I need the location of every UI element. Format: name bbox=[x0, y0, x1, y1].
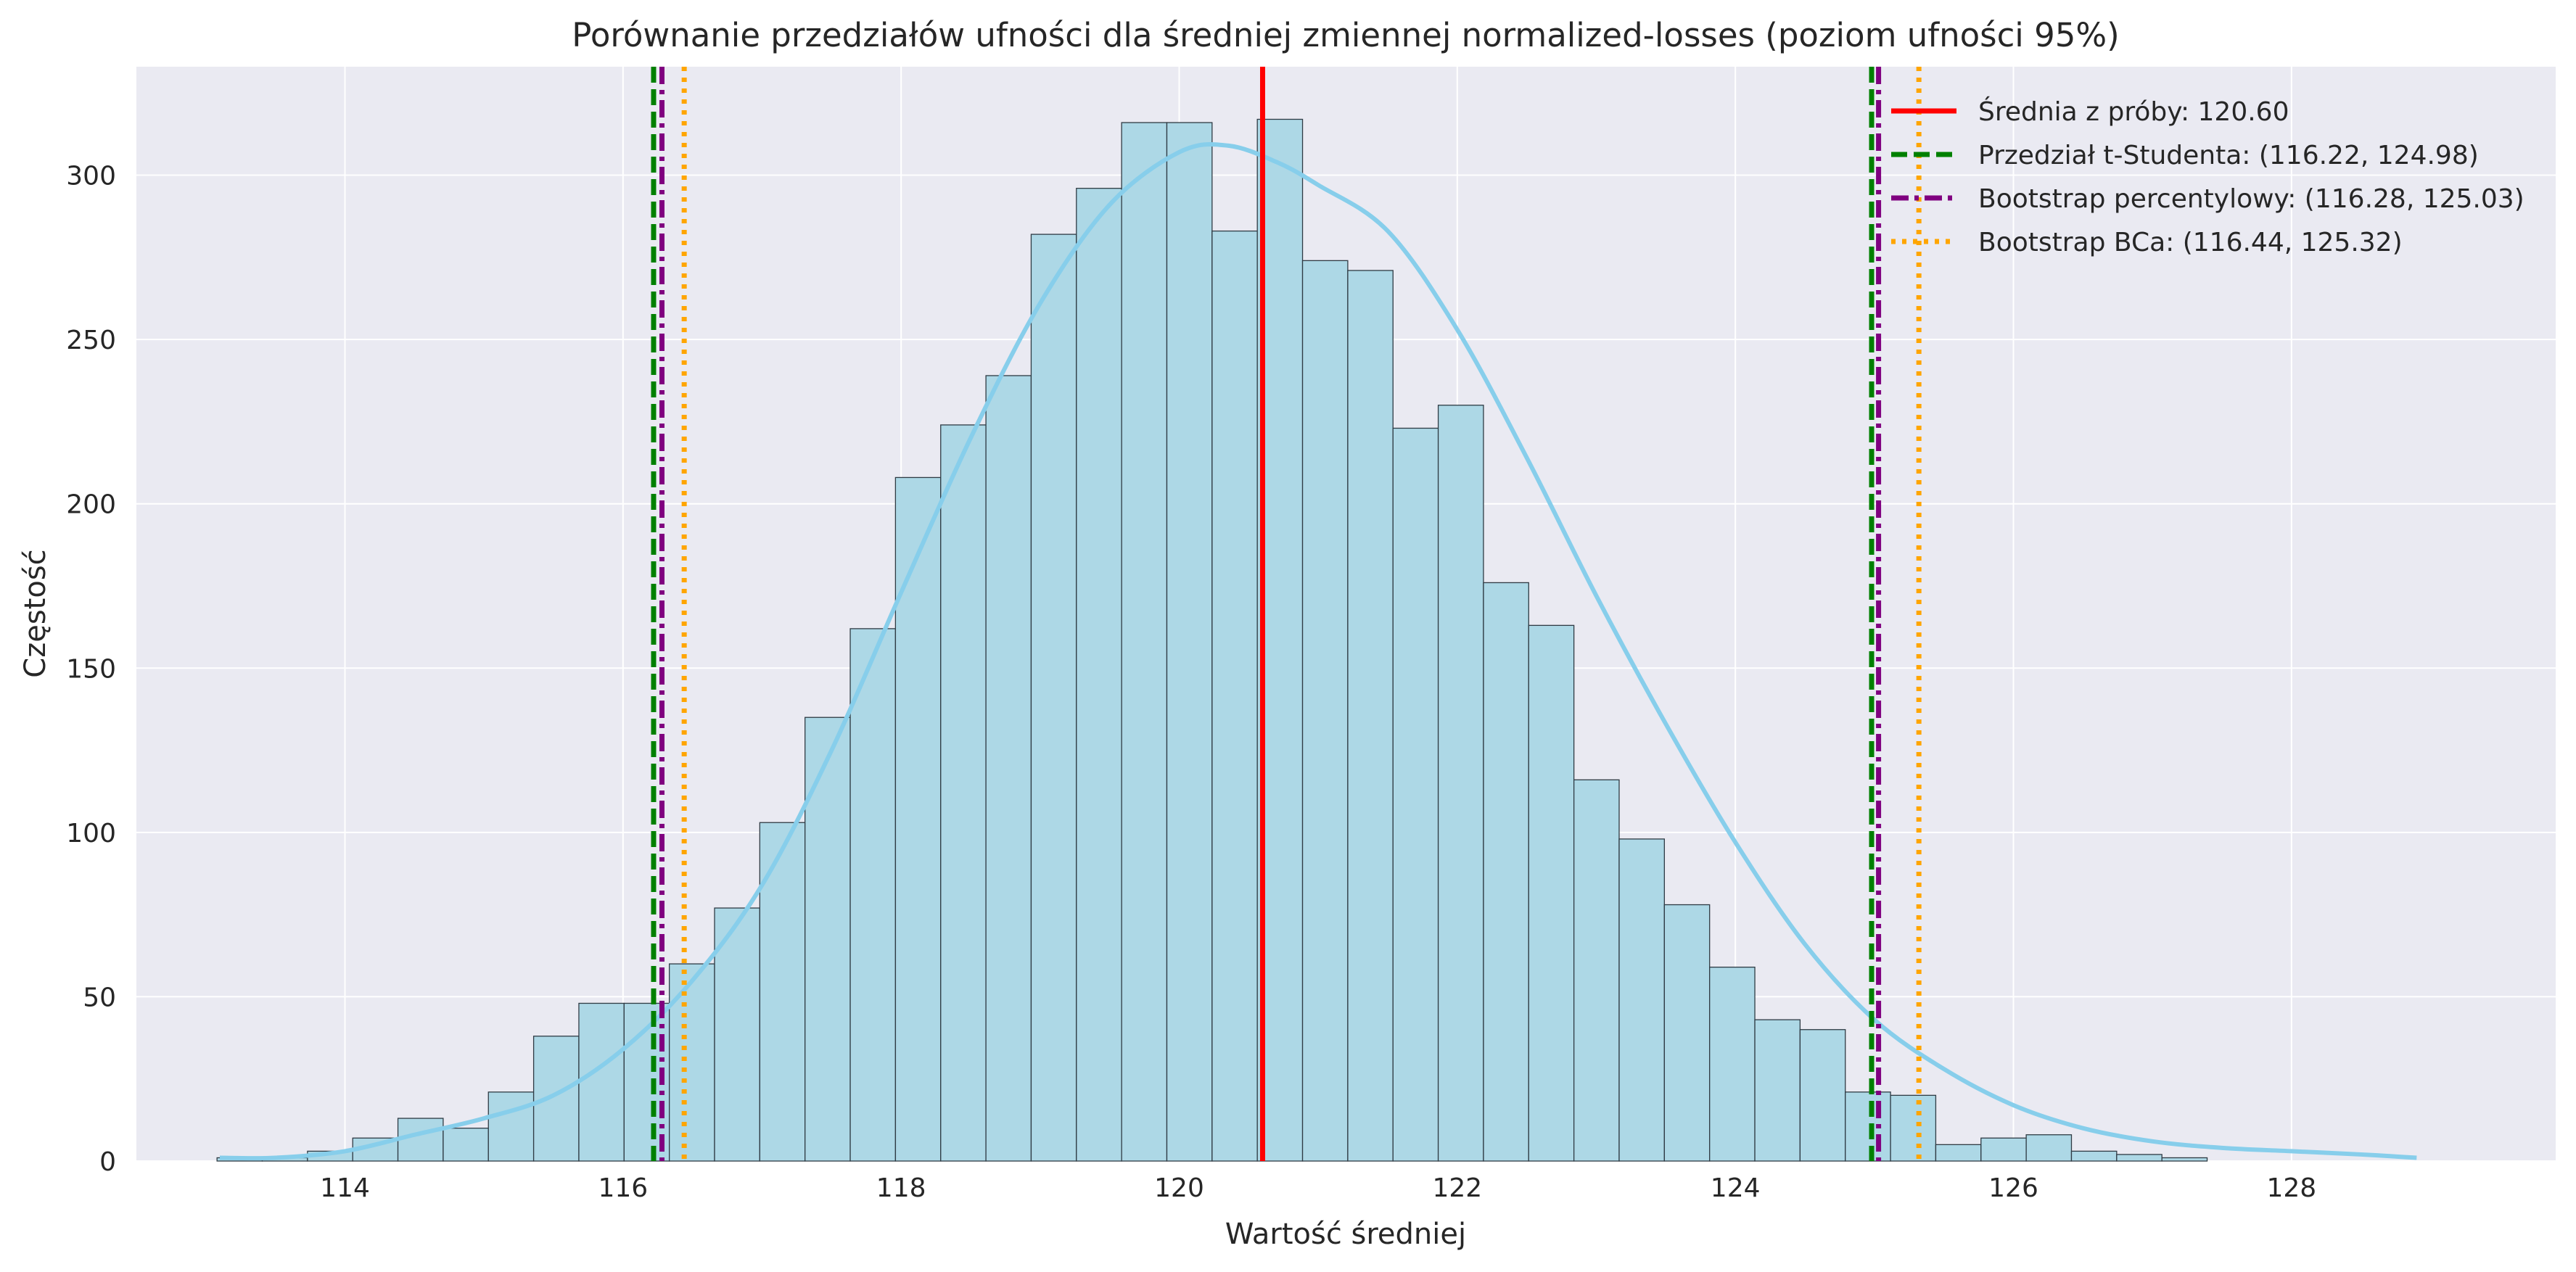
histogram-bar bbox=[1528, 624, 1575, 1162]
histogram-bar bbox=[714, 907, 761, 1162]
histogram-bar bbox=[1980, 1137, 2027, 1162]
x-tick-label: 122 bbox=[1432, 1173, 1482, 1203]
histogram-bar bbox=[849, 628, 897, 1162]
kde-curve bbox=[219, 142, 2417, 1161]
histogram-bar bbox=[985, 375, 1032, 1162]
reference-lines bbox=[651, 67, 1922, 1161]
y-tick-label: 0 bbox=[99, 1147, 116, 1177]
legend-label: Przedział t-Studenta: (116.22, 124.98) bbox=[1978, 141, 2479, 170]
y-tick-label: 300 bbox=[66, 162, 116, 191]
histogram-bar bbox=[2116, 1154, 2163, 1162]
x-tick-label: 128 bbox=[2266, 1173, 2316, 1203]
histogram-bar bbox=[397, 1118, 444, 1162]
histogram-bar bbox=[2070, 1150, 2118, 1162]
y-tick-label: 200 bbox=[66, 490, 116, 520]
legend-label: Bootstrap percentylowy: (116.28, 125.03) bbox=[1978, 184, 2524, 214]
histogram-bar bbox=[1663, 904, 1711, 1162]
histogram-bar bbox=[1845, 1091, 1891, 1162]
histogram-bar bbox=[1076, 188, 1122, 1162]
legend-label: Średnia z próby: 120.60 bbox=[1978, 96, 2289, 127]
histogram-bar bbox=[1618, 838, 1665, 1162]
x-tick-label: 120 bbox=[1154, 1173, 1204, 1203]
histogram-bar bbox=[578, 1002, 625, 1162]
legend: Średnia z próby: 120.60 Przedział t-Stude… bbox=[1891, 96, 2524, 257]
histogram-bar bbox=[1301, 260, 1349, 1162]
histogram-bar bbox=[1890, 1094, 1937, 1162]
x-tick-label: 116 bbox=[598, 1173, 648, 1203]
histogram-bar bbox=[805, 716, 851, 1162]
histogram-bar bbox=[1030, 234, 1077, 1162]
histogram-bar bbox=[1709, 966, 1756, 1162]
x-tick-labels: 114 116 118 120 122 124 126 128 bbox=[320, 1173, 2316, 1203]
histogram-bar bbox=[940, 424, 987, 1162]
x-tick-label: 126 bbox=[1988, 1173, 2038, 1203]
y-tick-label: 50 bbox=[83, 983, 116, 1012]
histogram-bar bbox=[2161, 1157, 2208, 1162]
x-axis-label: Wartość średniej bbox=[1225, 1218, 1466, 1251]
y-axis-label: Częstość bbox=[19, 549, 52, 677]
histogram-bar bbox=[1211, 230, 1258, 1162]
x-tick-label: 124 bbox=[1711, 1173, 1761, 1203]
histogram-bar bbox=[1935, 1144, 1982, 1162]
histogram-bar bbox=[2025, 1134, 2073, 1162]
histogram-bar bbox=[1347, 270, 1394, 1162]
histogram-bar bbox=[894, 476, 942, 1162]
histogram-bar bbox=[1392, 427, 1439, 1162]
histogram-bar bbox=[1121, 122, 1168, 1162]
histogram-bar bbox=[443, 1128, 489, 1162]
y-tick-label: 250 bbox=[66, 326, 116, 355]
legend-label: Bootstrap BCa: (116.44, 125.32) bbox=[1978, 228, 2403, 257]
y-tick-labels: 0 50 100 150 200 250 300 bbox=[66, 162, 116, 1177]
histogram-bar bbox=[532, 1036, 580, 1162]
x-tick-label: 118 bbox=[876, 1173, 926, 1203]
histogram-bar bbox=[1573, 779, 1620, 1162]
x-tick-label: 114 bbox=[320, 1173, 370, 1203]
histogram-bar bbox=[1166, 122, 1213, 1162]
histogram-bar bbox=[669, 963, 715, 1162]
kde-line bbox=[219, 142, 2417, 1161]
histogram-bar bbox=[1483, 582, 1529, 1162]
histogram-bar bbox=[1799, 1029, 1846, 1162]
histogram-bar bbox=[1754, 1019, 1801, 1162]
y-tick-label: 100 bbox=[66, 819, 116, 848]
histogram-bar bbox=[1437, 405, 1484, 1162]
histogram-bars bbox=[216, 118, 2208, 1162]
y-tick-label: 150 bbox=[66, 654, 116, 684]
histogram-bar bbox=[487, 1091, 535, 1162]
chart-title: Porównanie przedziałów ufności dla średn… bbox=[572, 16, 2119, 54]
